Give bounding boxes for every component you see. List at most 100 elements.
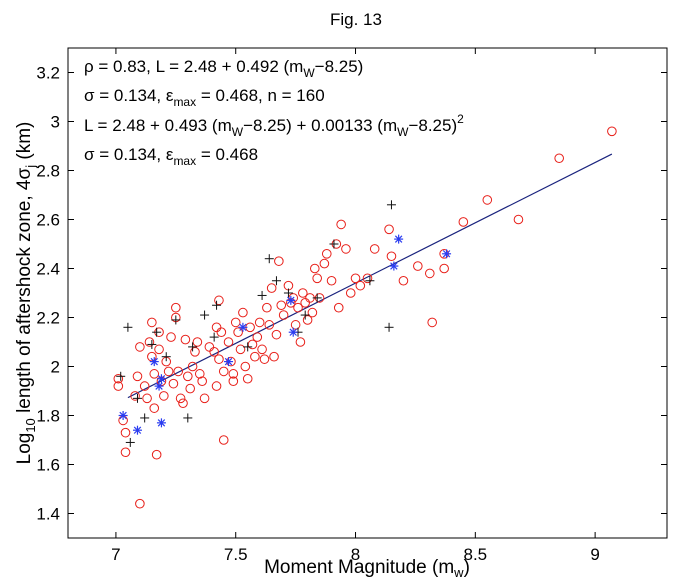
annotation-segment: max [173, 95, 196, 109]
point-circle [113, 381, 124, 391]
point-circle [230, 317, 241, 328]
point-circle [424, 268, 435, 279]
point-plus [243, 342, 253, 352]
point-circle [199, 393, 210, 404]
point-circle [147, 317, 157, 328]
x-tick-label: 7 [111, 545, 120, 564]
point-plus [132, 393, 142, 403]
point-asterisk [389, 261, 399, 271]
point-plus [264, 254, 274, 264]
annotation-box: ρ = 0.83, L = 2.48 + 0.492 (mW−8.25) σ =… [84, 57, 464, 168]
point-circle [113, 373, 124, 384]
point-circle [458, 217, 469, 227]
y-tick-label: 1.8 [36, 407, 60, 426]
point-circle [180, 334, 191, 345]
point-circle [192, 337, 203, 347]
point-asterisk [156, 374, 166, 384]
point-circle [302, 315, 313, 325]
y-axis-label-sub2: j [23, 165, 38, 169]
point-circle [309, 263, 320, 274]
point-circle [233, 327, 243, 338]
y-tick-label: 2.6 [36, 211, 60, 230]
point-circle [257, 344, 267, 355]
x-tick-label: 8.5 [463, 545, 487, 564]
x-axis-label: Moment Magnitude (mw) [264, 557, 470, 580]
y-tick-label: 2.2 [36, 309, 60, 328]
annotation-segment: = 0.468, n = 160 [196, 86, 325, 105]
point-circle [362, 273, 373, 284]
data-points [113, 126, 617, 509]
point-circle [214, 295, 224, 306]
point-plus [183, 413, 193, 423]
point-circle [171, 302, 181, 313]
point-plus [386, 200, 396, 210]
point-circle [254, 317, 265, 328]
point-asterisk [286, 295, 296, 305]
point-circle [187, 361, 198, 372]
point-plus [147, 339, 157, 349]
annotation-line-1: ρ = 0.83, L = 2.48 + 0.492 (mW−8.25) [84, 57, 363, 80]
point-asterisk [154, 381, 164, 391]
point-circle [211, 322, 222, 333]
point-plus [283, 288, 293, 298]
y-tick-label: 3 [51, 113, 60, 132]
point-plus [140, 413, 150, 423]
point-circle [139, 381, 150, 391]
annotation-segment: 2 [457, 112, 464, 126]
point-circle [151, 449, 162, 460]
annotation-line-4: σ = 0.134, εmax = 0.468 [84, 145, 258, 168]
y-tick-label: 3.2 [36, 64, 60, 83]
point-circle [214, 354, 224, 364]
point-circle [183, 371, 193, 382]
point-circle [295, 337, 306, 347]
point-plus [161, 352, 171, 362]
point-circle [336, 219, 346, 230]
y-tick-label: 1.4 [36, 505, 60, 524]
point-asterisk [224, 357, 234, 367]
y-axis-label-mid: length of aftershock zone, 4σ [14, 168, 35, 419]
point-circle [259, 354, 270, 364]
point-circle [218, 366, 229, 377]
point-asterisk [442, 249, 452, 259]
point-circle [142, 393, 152, 404]
point-circle [321, 249, 332, 259]
x-axis-label-tail: ) [464, 557, 470, 578]
point-asterisk [132, 425, 142, 435]
point-plus [257, 290, 267, 300]
point-plus [212, 300, 222, 310]
y-tick-label: 2 [51, 358, 60, 377]
point-circle [345, 288, 356, 298]
point-asterisk [118, 411, 128, 420]
x-tick-label: 7.5 [224, 545, 248, 564]
point-circle [194, 369, 205, 379]
point-plus [188, 342, 198, 352]
axis-ticks: 7 7.5 8 8.5 9 1.4 1.6 1.8 2 2.2 2.4 2.6 2.8 3 3.2 [36, 48, 667, 564]
point-circle [398, 275, 409, 286]
point-plus [125, 437, 135, 447]
point-circle [209, 347, 219, 357]
point-circle [185, 383, 195, 394]
point-circle [228, 376, 239, 387]
point-circle [135, 342, 145, 352]
point-circle [154, 344, 164, 355]
point-circle [439, 263, 449, 274]
x-tick-label: 8 [351, 545, 360, 564]
point-asterisk [288, 327, 298, 337]
point-circle [269, 351, 279, 362]
point-circle [274, 256, 284, 266]
point-circle [350, 273, 361, 284]
point-plus [152, 327, 162, 337]
point-circle [190, 347, 200, 357]
plot-area [67, 47, 668, 539]
point-circle [149, 403, 160, 413]
point-plus [384, 322, 394, 332]
point-circle [293, 302, 303, 313]
point-circle [178, 398, 188, 409]
point-circle [298, 288, 308, 298]
point-circle [413, 261, 423, 271]
point-circle [312, 273, 322, 284]
x-axis-label-main: Moment Magnitude (m [264, 557, 454, 578]
annotation-segment: σ = 0.134, ε [84, 145, 174, 164]
point-circle [235, 344, 246, 355]
point-circle [228, 369, 239, 379]
